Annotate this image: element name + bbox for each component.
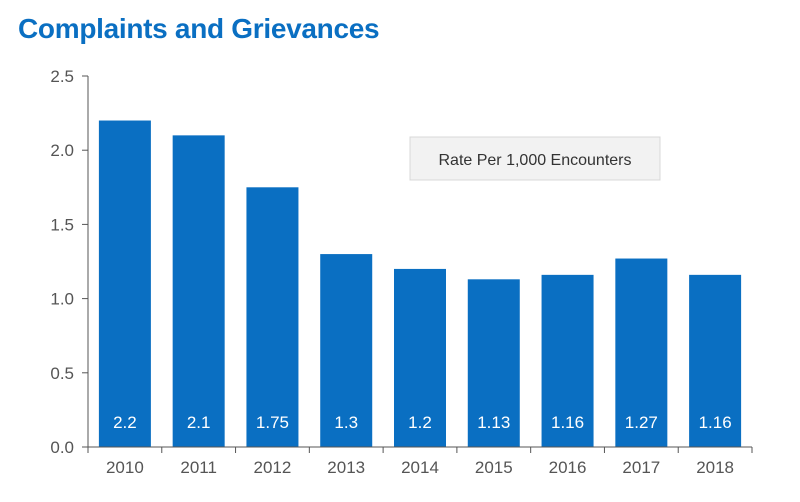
legend-label: Rate Per 1,000 Encounters bbox=[438, 152, 631, 169]
y-tick-label-1.0: 1.0 bbox=[50, 290, 74, 309]
bar-2012 bbox=[246, 187, 299, 448]
x-tick-label-2011: 2011 bbox=[180, 458, 217, 477]
x-tick-label-2013: 2013 bbox=[327, 458, 365, 477]
bar-value-label-2010: 2.2 bbox=[113, 413, 137, 432]
chart-title: Complaints and Grievances bbox=[18, 13, 380, 44]
bar-2015 bbox=[467, 279, 520, 447]
bar-value-label-2011: 2.1 bbox=[187, 413, 211, 432]
y-tick-label-0.0: 0.0 bbox=[50, 438, 74, 457]
x-tick-label-2014: 2014 bbox=[401, 458, 439, 477]
x-tick-label-2010: 2010 bbox=[106, 458, 144, 477]
x-tick-label-2017: 2017 bbox=[622, 458, 660, 477]
legend-box bbox=[409, 136, 661, 181]
bar-2014 bbox=[394, 268, 446, 447]
bar-2017 bbox=[615, 258, 668, 447]
bar-value-label-2017: 1.27 bbox=[625, 413, 658, 432]
legend: Rate Per 1,000 Encounters bbox=[409, 136, 661, 181]
x-tick-label-2018: 2018 bbox=[696, 458, 734, 477]
bar-2010 bbox=[98, 120, 151, 448]
bar-2011 bbox=[172, 135, 225, 448]
bar-value-label-2015: 1.13 bbox=[477, 413, 510, 432]
bar-2018 bbox=[689, 274, 742, 447]
bars-group: 2.2 2.1 1.75 1.3 1.2 1.13 1.16 1.27 1.16 bbox=[98, 120, 742, 448]
axes-group: 0.0 0.5 1.0 1.5 2.0 2.5 2010 2011 2012 2013 2014 20… bbox=[50, 67, 753, 477]
y-tick-label-2.5: 2.5 bbox=[50, 67, 74, 86]
bar-2013 bbox=[320, 254, 373, 447]
y-tick-label-2.0: 2.0 bbox=[50, 141, 74, 160]
y-tick-label-0.5: 0.5 bbox=[50, 364, 74, 383]
bar-value-label-2012: 1.75 bbox=[256, 413, 289, 432]
bar-value-label-2018: 1.16 bbox=[699, 413, 732, 432]
x-tick-label-2015: 2015 bbox=[475, 458, 513, 477]
bar-value-label-2014: 1.2 bbox=[408, 413, 432, 432]
x-tick-label-2016: 2016 bbox=[549, 458, 587, 477]
bar-value-label-2016: 1.16 bbox=[551, 413, 584, 432]
bar-value-label-2013: 1.3 bbox=[334, 413, 358, 432]
bar-2016 bbox=[541, 274, 594, 447]
x-tick-label-2012: 2012 bbox=[254, 458, 292, 477]
y-tick-label-1.5: 1.5 bbox=[50, 215, 74, 234]
